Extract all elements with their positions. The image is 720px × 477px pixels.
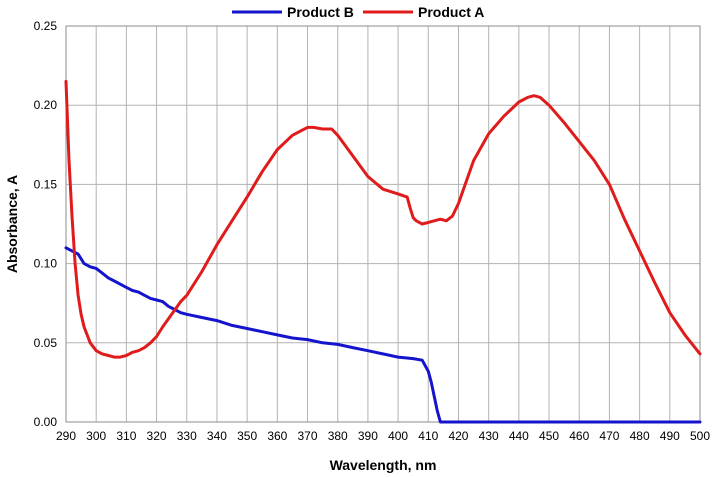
y-tick-label: 0.20 [34,98,58,112]
x-tick-label: 430 [479,429,499,443]
x-tick-label: 370 [298,429,318,443]
x-tick-label: 350 [237,429,257,443]
series-lines [64,79,702,424]
x-tick-label: 330 [177,429,197,443]
x-tick-label: 440 [509,429,529,443]
x-tick-label: 300 [86,429,106,443]
tick-labels: 290 300 310 320 330 340 350 360 370 380 390 400 410 4… [34,19,711,443]
x-tick-label: 480 [630,429,650,443]
x-tick-label: 490 [660,429,680,443]
y-tick-label: 0.00 [34,415,58,429]
series-line-product-a [64,79,702,359]
x-tick-label: 290 [56,429,76,443]
plot-area [65,25,701,423]
x-axis-title: Wavelength, nm [330,457,437,473]
x-tick-label: 390 [358,429,378,443]
legend: Product B Product A [232,4,484,20]
x-tick-label: 470 [599,429,619,443]
legend-label-product-a: Product A [418,4,484,20]
x-tick-label: 460 [569,429,589,443]
x-tick-label: 380 [328,429,348,443]
x-tick-label: 450 [539,429,559,443]
x-tick-label: 420 [448,429,468,443]
grid-lines [65,25,701,423]
legend-label-product-b: Product B [287,4,354,20]
y-tick-label: 0.15 [34,177,58,191]
x-tick-label: 310 [116,429,136,443]
series-line-product-b [64,246,702,424]
x-tick-label: 400 [388,429,408,443]
y-axis-title: Absorbance, A [4,175,20,273]
x-tick-label: 500 [690,429,710,443]
x-tick-label: 360 [267,429,287,443]
y-tick-label: 0.05 [34,336,58,350]
x-tick-label: 340 [207,429,227,443]
y-tick-label: 0.25 [34,19,58,33]
x-tick-label: 320 [147,429,167,443]
y-tick-label: 0.10 [34,257,58,271]
x-tick-label: 410 [418,429,438,443]
